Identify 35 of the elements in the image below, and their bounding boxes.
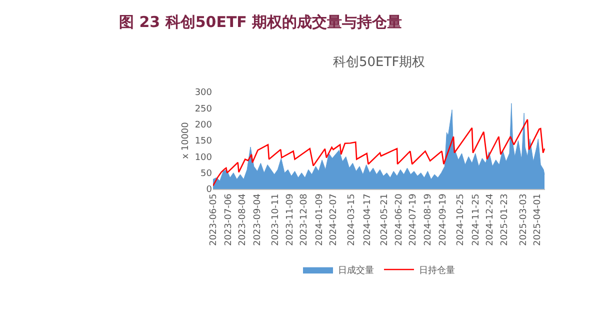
x-tick-label: 2024-04-17 (363, 194, 374, 246)
x-tick-label: 2023-06-05 (208, 194, 219, 246)
x-tick-label: 2023-11-09 (285, 193, 296, 246)
x-tick-label: 2024-05-21 (380, 194, 390, 246)
chart-title: 图 23 科创50ETF 期权的成交量与持仓量 (119, 13, 402, 31)
x-tick-label: 2025-03-03 (519, 194, 530, 246)
x-tick-label: 2025-01-23 (500, 194, 510, 246)
x-tick-label: 2023-12-08 (299, 193, 310, 246)
x-tick-label: 2023-08-04 (238, 193, 248, 246)
chart-subtitle: 科创50ETF期权 (333, 55, 426, 70)
x-tick-label: 2024-09-19 (438, 193, 449, 246)
x-tick-label: 2024-08-19 (424, 193, 434, 246)
y-axis-title: x 10000 (181, 122, 192, 159)
x-tick-label: 2024-11-25 (471, 194, 482, 246)
line-series (213, 118, 545, 186)
x-tick-label: 2024-07-19 (408, 193, 419, 246)
y-tick-label: 0 (206, 185, 212, 196)
y-tick-label: 150 (194, 136, 212, 147)
x-tick-label: 2023-10-11 (271, 194, 282, 246)
x-tick-label: 2023-07-06 (224, 193, 234, 246)
x-tick-label: 2024-01-09 (315, 193, 326, 246)
x-tick-label: 2025-04-01 (533, 194, 544, 246)
x-tick-label: 2024-06-20 (394, 193, 404, 246)
x-tick-label: 2024-10-25 (456, 194, 466, 246)
legend-label: 日持仓量 (419, 265, 455, 276)
y-tick-label: 100 (194, 152, 212, 163)
y-tick-label: 200 (194, 120, 212, 130)
y-tick-label: 50 (200, 168, 212, 179)
x-tick-label: 2024-03-15 (347, 194, 358, 246)
x-tick-label: 2023-09-04 (253, 193, 264, 246)
x-tick-label: 2024-12-24 (485, 193, 496, 246)
y-tick-label: 300 (194, 88, 212, 98)
legend-label: 日成交量 (338, 265, 374, 276)
x-tick-label: 2024-02-07 (329, 194, 340, 246)
y-tick-label: 250 (194, 104, 212, 114)
